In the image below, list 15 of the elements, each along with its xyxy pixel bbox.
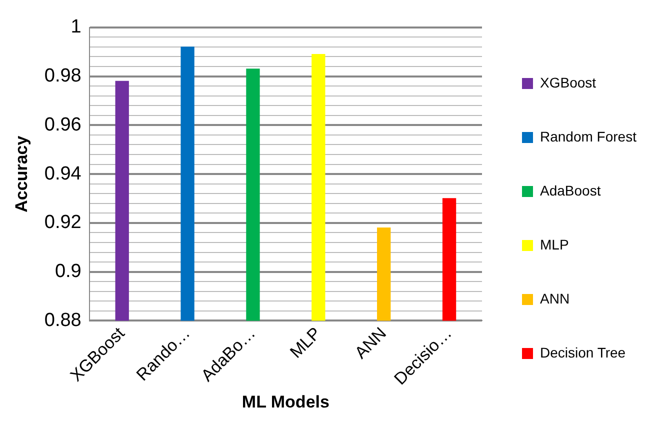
- y-tick-label: 0.98: [44, 66, 82, 87]
- legend-label: ANN: [540, 290, 570, 306]
- y-tick-label: 0.88: [44, 310, 82, 331]
- y-tick-label: 0.9: [54, 261, 82, 282]
- legend-label: XGBoost: [540, 74, 596, 90]
- y-tick-label: 1: [70, 16, 82, 38]
- y-tick-label: 0.94: [44, 163, 82, 184]
- legend-label: AdaBoost: [540, 182, 601, 198]
- y-tick-label: 0.96: [44, 114, 82, 136]
- legend-label: Decision Tree: [540, 344, 626, 360]
- legend-label: MLP: [540, 236, 569, 252]
- y-axis-title: Accuracy: [12, 135, 31, 212]
- x-axis-title: ML Models: [242, 392, 330, 412]
- legend-label: Random Forest: [540, 128, 637, 144]
- y-tick-label: 0.92: [44, 212, 82, 234]
